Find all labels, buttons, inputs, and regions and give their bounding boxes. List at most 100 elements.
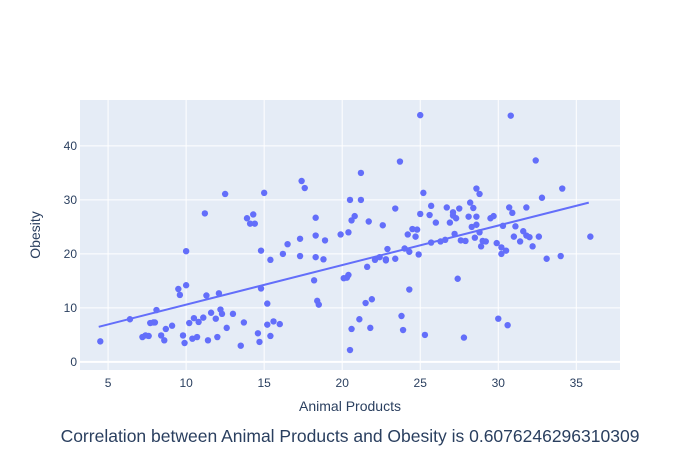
x-tick-label: 25 [414, 376, 428, 390]
data-point [179, 332, 187, 339]
y-tick-label: 20 [64, 247, 78, 261]
data-point [476, 229, 483, 236]
trend-line [98, 201, 590, 328]
data-point [151, 319, 159, 326]
data-point [498, 244, 505, 251]
data-point [315, 301, 322, 308]
y-tick-label: 0 [70, 355, 77, 369]
data-point [376, 253, 383, 261]
data-point [270, 318, 277, 325]
data-point [126, 316, 134, 323]
data-point [406, 248, 413, 255]
data-point [223, 324, 230, 332]
data-point [264, 300, 271, 307]
data-point [195, 318, 202, 326]
data-point [415, 251, 422, 258]
data-point [162, 325, 170, 333]
data-point [221, 190, 229, 198]
data-point [246, 220, 254, 227]
data-point [460, 334, 468, 341]
data-point [493, 239, 500, 247]
data-point [312, 253, 319, 261]
data-point [502, 247, 510, 254]
data-point [367, 324, 374, 332]
data-point [176, 291, 184, 299]
data-point [193, 333, 201, 341]
data-point [157, 332, 165, 339]
data-point [200, 314, 207, 321]
data-point [409, 225, 416, 233]
data-point [406, 286, 413, 293]
data-point [473, 221, 480, 228]
data-point [504, 321, 511, 329]
data-point [362, 299, 369, 307]
data-point [371, 256, 379, 264]
data-point [516, 238, 524, 245]
data-point [470, 204, 477, 212]
data-point [457, 237, 465, 244]
data-point [507, 112, 514, 119]
x-tick-label: 35 [570, 376, 584, 390]
data-point [276, 320, 283, 328]
x-tick-label: 15 [257, 376, 271, 390]
data-point [512, 223, 519, 230]
data-point [215, 290, 223, 297]
data-point [443, 204, 450, 211]
data-point [168, 322, 176, 329]
x-tick-label: 20 [336, 376, 350, 390]
data-point [251, 220, 258, 227]
data-point [351, 212, 358, 220]
data-point [254, 330, 262, 337]
x-tick-label: 30 [492, 376, 506, 390]
data-point [207, 309, 215, 316]
y-tick-label: 10 [64, 301, 78, 315]
y-axis-title: Obesity [27, 211, 43, 258]
data-point [161, 337, 168, 344]
data-point [446, 219, 454, 226]
data-point [404, 231, 411, 238]
data-point [320, 256, 327, 263]
data-point [526, 233, 533, 241]
data-point [186, 319, 193, 327]
data-point [243, 215, 251, 222]
data-point [529, 243, 536, 250]
data-point [321, 237, 329, 244]
data-point [264, 321, 271, 328]
data-point [559, 185, 566, 192]
data-point [357, 169, 365, 177]
data-points [97, 111, 594, 354]
data-point [175, 285, 182, 293]
x-tick-label: 5 [105, 376, 112, 390]
data-point [256, 338, 263, 346]
data-point [432, 219, 440, 226]
data-point [267, 256, 274, 264]
data-point [427, 239, 435, 246]
data-point [240, 319, 248, 326]
data-point [451, 230, 458, 238]
data-point [557, 252, 564, 260]
data-point [442, 236, 449, 244]
data-point [490, 212, 497, 220]
data-point [379, 222, 386, 229]
data-point [310, 277, 318, 284]
data-point [237, 342, 244, 349]
data-point [312, 214, 319, 221]
data-point [473, 213, 480, 220]
data-point [212, 315, 219, 322]
data-point [345, 229, 352, 236]
data-point [477, 243, 485, 250]
data-point [417, 210, 424, 218]
data-point [452, 215, 460, 222]
data-point [181, 339, 188, 347]
data-point [417, 111, 424, 119]
data-point [218, 310, 226, 318]
data-point [365, 218, 372, 225]
data-point [392, 205, 399, 212]
data-point [532, 157, 539, 164]
data-point [201, 210, 209, 217]
y-tick-label: 30 [64, 193, 78, 207]
data-point [301, 184, 308, 192]
chart-caption: Correlation between Animal Products and … [60, 426, 640, 446]
data-point [284, 240, 291, 248]
data-point [214, 333, 221, 341]
